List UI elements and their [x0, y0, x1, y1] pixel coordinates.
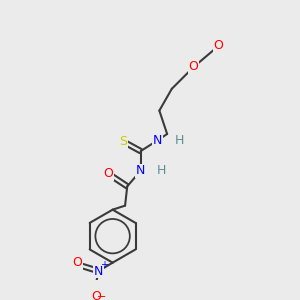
Text: N: N	[153, 134, 163, 147]
Text: O: O	[91, 290, 101, 300]
Text: O: O	[213, 39, 223, 52]
Text: −: −	[97, 292, 106, 300]
Text: H: H	[175, 134, 184, 147]
Text: O: O	[73, 256, 82, 269]
Text: H: H	[157, 164, 167, 177]
Text: S: S	[119, 135, 128, 148]
Text: +: +	[100, 260, 108, 270]
Text: O: O	[189, 61, 199, 74]
Text: O: O	[103, 167, 113, 180]
Text: N: N	[94, 265, 103, 278]
Text: N: N	[136, 164, 145, 177]
